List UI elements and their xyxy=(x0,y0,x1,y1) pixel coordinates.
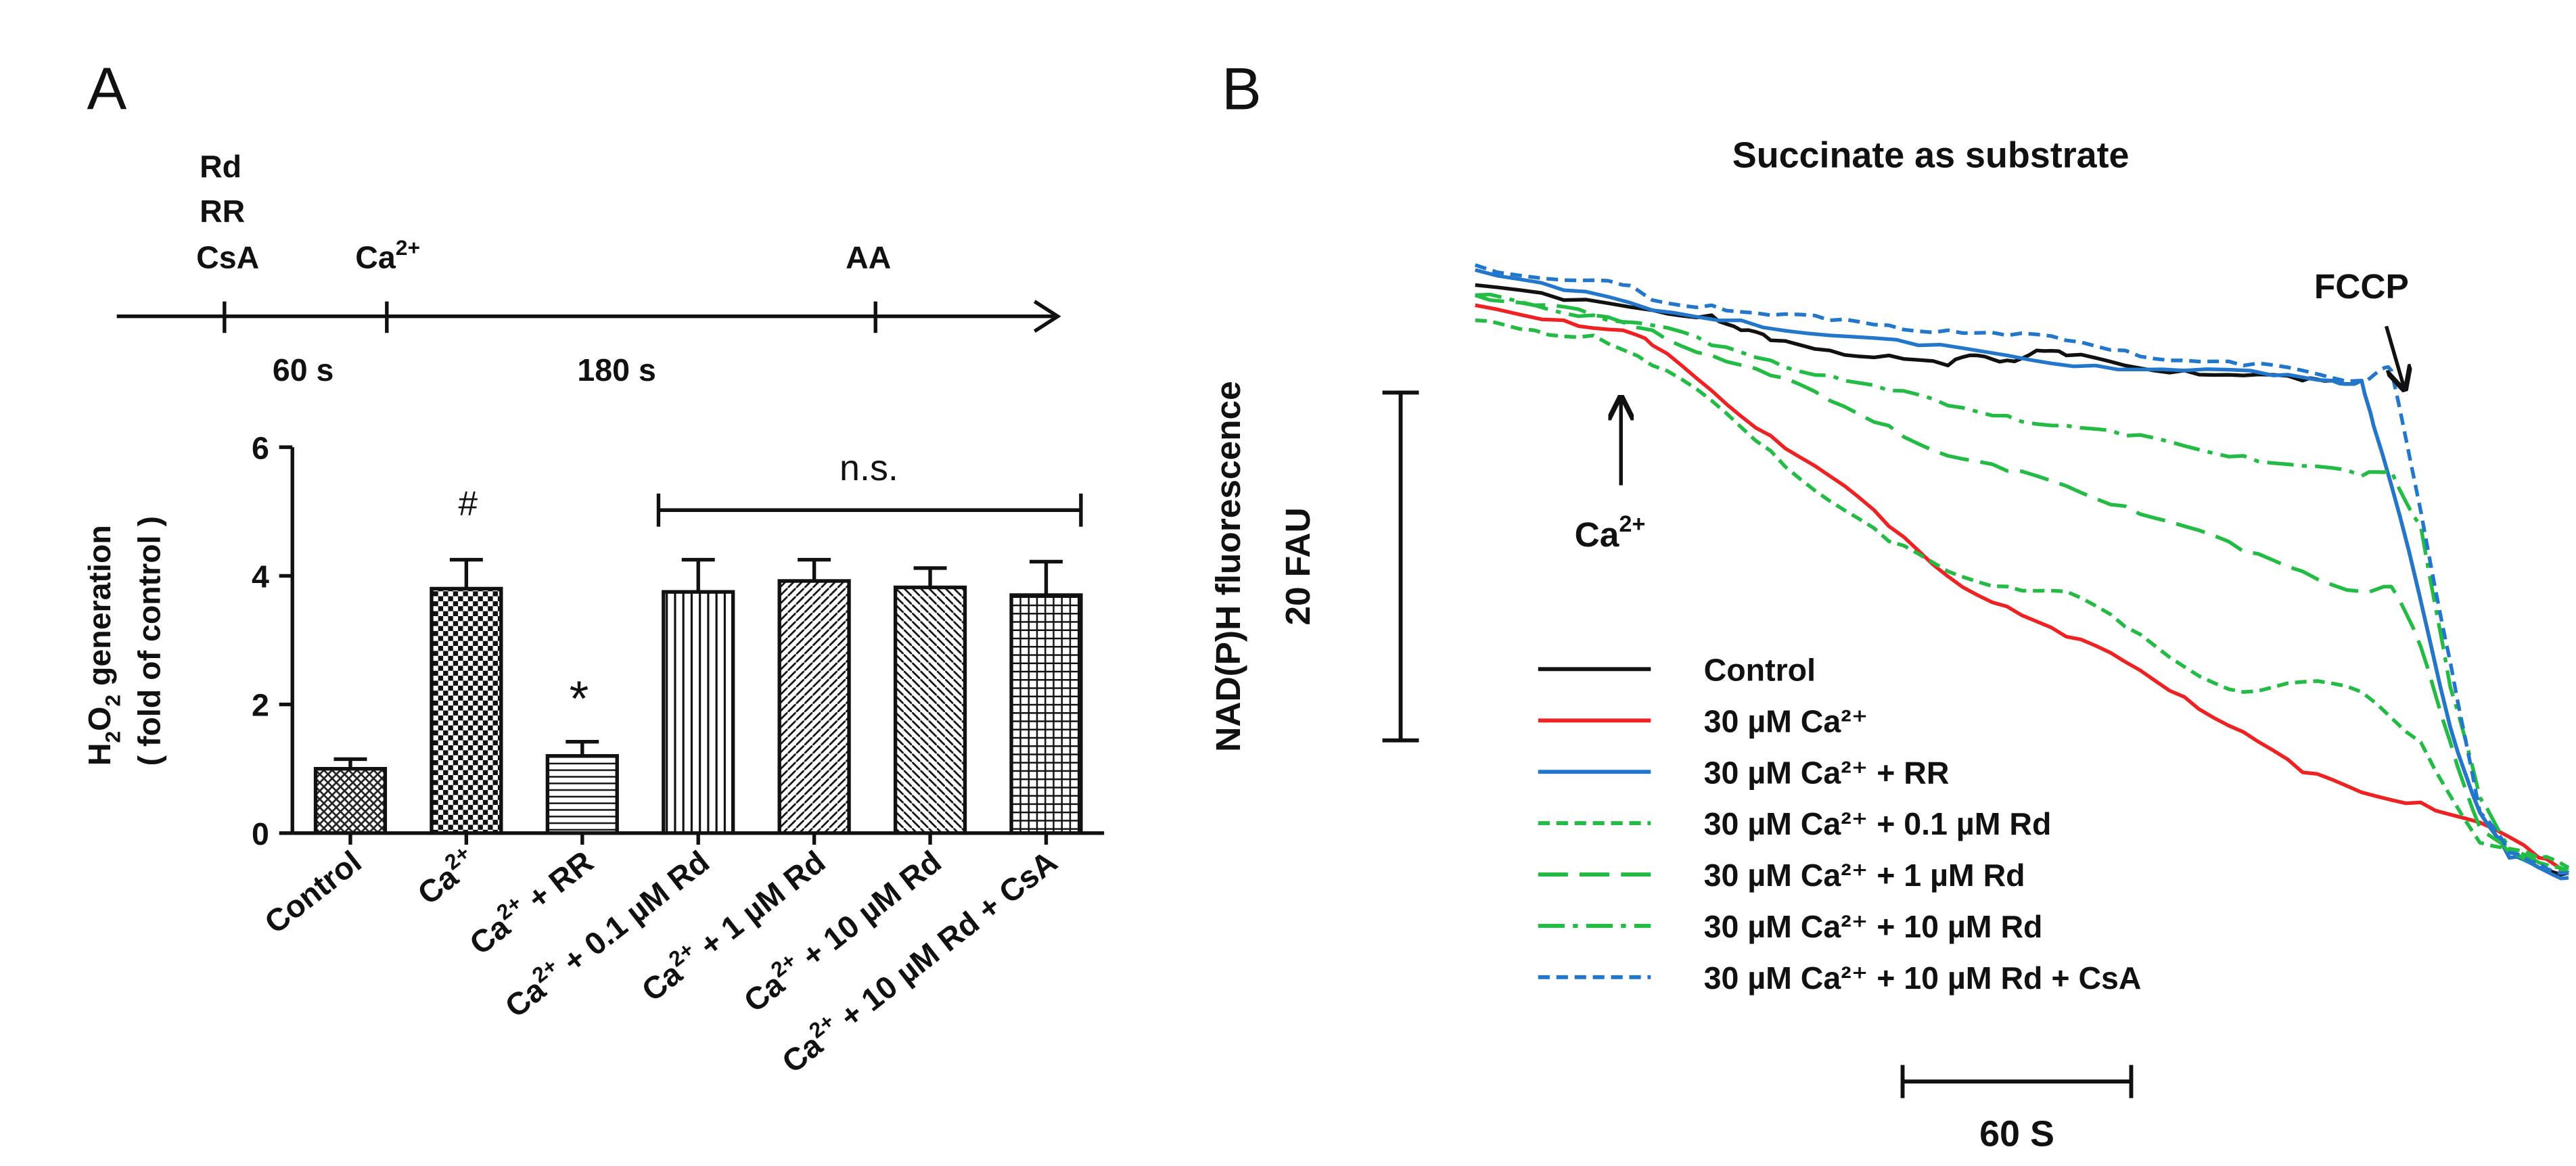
bar-category-label-3: Ca2+ + 0.1 µM Rd xyxy=(496,840,716,1024)
bar-chart-ylabel: H2O2 generation ( fold of control ) xyxy=(82,516,166,766)
ns-label: n.s. xyxy=(840,448,898,488)
bar-1 xyxy=(430,586,503,835)
time-scale-label: 60 S xyxy=(1979,1114,2054,1155)
legend-label-0: Control xyxy=(1704,652,1816,687)
bar-0 xyxy=(313,766,388,835)
legend: Control 30 µM Ca²⁺ 30 µM Ca²⁺ + RR 30 µM Ca… xyxy=(1538,652,2142,996)
timeline-interval-180s: 180 s xyxy=(577,352,656,388)
time-scale-bar: 60 S xyxy=(1900,1065,2134,1155)
legend-label-2: 30 µM Ca²⁺ + RR xyxy=(1704,755,1950,790)
timeline-agent-rd: Rd xyxy=(200,149,242,184)
y-scale-bar xyxy=(1382,390,1419,743)
chart-title: Succinate as substrate xyxy=(1732,135,2130,175)
bar-y-tick-label: 6 xyxy=(252,430,269,465)
legend-label-1: 30 µM Ca²⁺ xyxy=(1704,703,1868,739)
bar-category-label-4: Ca2+ + 1 µM Rd xyxy=(632,840,832,1008)
bar-y-tick-label: 4 xyxy=(252,559,269,594)
trace-0 xyxy=(1475,283,2569,877)
trace-4 xyxy=(1474,293,2569,872)
trace-3 xyxy=(1475,318,2570,870)
trace-2 xyxy=(1475,268,2569,881)
ns-bracket: n.s. xyxy=(656,448,1083,527)
panel-b: B Succinate as substrate NAD(P)H fluores… xyxy=(1208,55,2570,1155)
star-marker: * xyxy=(570,670,589,726)
timeline: Rd RR CsA Ca2+ AA 60 s 180 s xyxy=(116,149,1061,388)
fccp-arrow: FCCP xyxy=(2314,266,2409,390)
timeline-ca-label: Ca2+ xyxy=(355,235,420,275)
timeline-agent-rr: RR xyxy=(200,193,245,229)
bar-category-label-0: Control xyxy=(258,844,367,941)
timeline-agent-csa: CsA xyxy=(196,240,259,275)
trace-6 xyxy=(1474,263,2569,875)
legend-label-3: 30 µM Ca²⁺ + 0.1 µM Rd xyxy=(1704,806,2052,841)
panel-b-letter: B xyxy=(1222,55,1262,122)
ca-arrow-label: Ca2+ xyxy=(1575,511,1646,554)
bar-2 xyxy=(545,753,619,835)
bar-3 xyxy=(662,590,735,835)
legend-label-4: 30 µM Ca²⁺ + 1 µM Rd xyxy=(1704,858,2025,893)
trace-5 xyxy=(1475,292,2570,875)
trace-1 xyxy=(1475,303,2570,875)
timeline-interval-60s: 60 s xyxy=(273,352,334,388)
bar-category-label-5: Ca2+ + 10 µM Rd xyxy=(735,840,948,1019)
panel-a: A Rd RR CsA Ca2+ AA 60 s 180 s H2O2 gene… xyxy=(82,55,1105,1079)
bar-4 xyxy=(777,579,851,835)
timeline-aa-label: AA xyxy=(846,240,891,275)
timeline-arrowhead-icon xyxy=(1033,300,1061,333)
y-axis-label: NAD(P)H fluorescence xyxy=(1208,381,1247,751)
fccp-arrow-icon xyxy=(2385,325,2405,389)
panel-a-letter: A xyxy=(87,55,127,122)
bar-6 xyxy=(1009,593,1083,835)
lines-layer xyxy=(1474,263,2570,881)
bar-y-tick-label: 2 xyxy=(252,688,269,723)
ca-arrow: Ca2+ xyxy=(1575,398,1646,554)
legend-label-5: 30 µM Ca²⁺ + 10 µM Rd xyxy=(1704,909,2043,944)
bar-category-label-1: Ca2+ xyxy=(409,840,484,911)
bar-y-tick-label: 0 xyxy=(252,816,269,852)
bar-5 xyxy=(893,585,967,835)
y-scale-label: 20 FAU xyxy=(1278,507,1317,625)
hash-marker: # xyxy=(459,484,478,523)
bar-chart: H2O2 generation ( fold of control ) 0 2 4 6… xyxy=(82,430,1105,1079)
fccp-label: FCCP xyxy=(2314,266,2409,306)
legend-label-6: 30 µM Ca²⁺ + 10 µM Rd + CsA xyxy=(1704,960,2142,996)
